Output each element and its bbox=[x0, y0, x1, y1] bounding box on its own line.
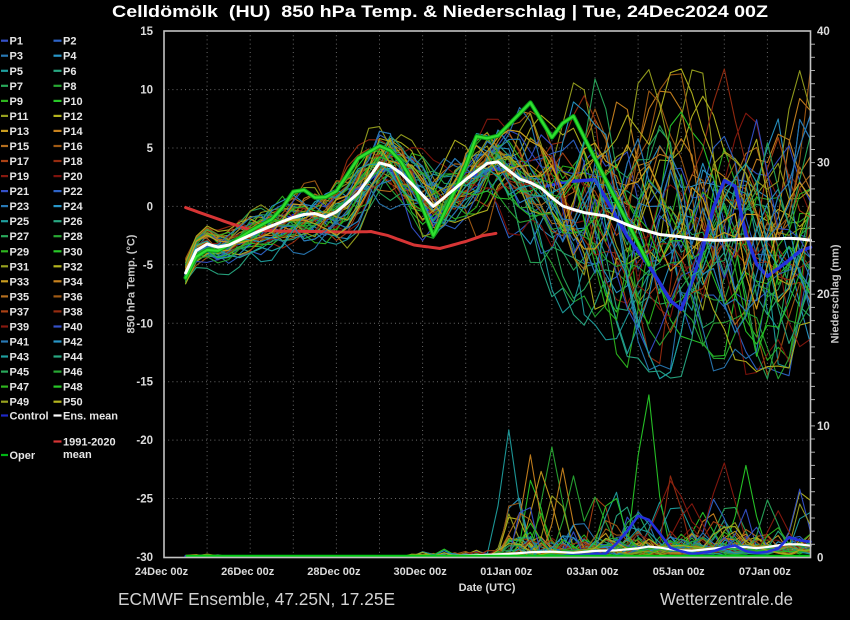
svg-text:05Jan 00z: 05Jan 00z bbox=[653, 566, 705, 578]
svg-text:-5: -5 bbox=[143, 260, 154, 272]
svg-text:P41: P41 bbox=[10, 337, 30, 349]
svg-text:P33: P33 bbox=[10, 276, 30, 288]
svg-text:P15: P15 bbox=[10, 141, 30, 153]
svg-text:Wetterzentrale.de: Wetterzentrale.de bbox=[660, 589, 793, 609]
svg-text:-30: -30 bbox=[136, 552, 153, 564]
svg-text:P1: P1 bbox=[10, 36, 23, 48]
svg-text:P50: P50 bbox=[63, 397, 83, 409]
svg-text:850 hPa Temp. (°C): 850 hPa Temp. (°C) bbox=[126, 234, 138, 333]
svg-text:P3: P3 bbox=[10, 51, 23, 63]
svg-text:10: 10 bbox=[140, 85, 153, 97]
svg-text:P13: P13 bbox=[10, 126, 30, 138]
svg-text:P24: P24 bbox=[63, 201, 83, 213]
svg-text:P38: P38 bbox=[63, 306, 83, 318]
svg-text:P8: P8 bbox=[63, 81, 76, 93]
svg-text:P22: P22 bbox=[63, 186, 83, 198]
svg-text:P27: P27 bbox=[10, 231, 30, 243]
svg-text:P42: P42 bbox=[63, 337, 83, 349]
svg-text:P10: P10 bbox=[63, 96, 83, 108]
svg-text:20: 20 bbox=[817, 289, 830, 301]
svg-text:Niederschlag (mm): Niederschlag (mm) bbox=[830, 244, 842, 343]
svg-text:mean: mean bbox=[63, 449, 92, 461]
svg-text:P19: P19 bbox=[10, 171, 30, 183]
svg-text:P5: P5 bbox=[10, 66, 23, 78]
svg-text:P2: P2 bbox=[63, 36, 76, 48]
svg-text:28Dec 00z: 28Dec 00z bbox=[307, 566, 361, 578]
svg-text:1991-2020: 1991-2020 bbox=[63, 437, 116, 449]
svg-text:03Jan 00z: 03Jan 00z bbox=[567, 566, 619, 578]
svg-text:P26: P26 bbox=[63, 216, 83, 228]
svg-text:-15: -15 bbox=[136, 377, 153, 389]
svg-text:P17: P17 bbox=[10, 156, 30, 168]
svg-text:P47: P47 bbox=[10, 382, 30, 394]
svg-text:P4: P4 bbox=[63, 51, 77, 63]
svg-text:07Jan 00z: 07Jan 00z bbox=[739, 566, 791, 578]
svg-text:-20: -20 bbox=[136, 435, 153, 447]
svg-text:26Dec 00z: 26Dec 00z bbox=[221, 566, 275, 578]
svg-text:01Jan 00z: 01Jan 00z bbox=[480, 566, 532, 578]
svg-text:P29: P29 bbox=[10, 246, 30, 258]
svg-text:0: 0 bbox=[817, 553, 823, 565]
svg-text:P18: P18 bbox=[63, 156, 83, 168]
svg-text:-10: -10 bbox=[136, 318, 153, 330]
svg-text:P35: P35 bbox=[10, 291, 30, 303]
svg-text:Ens. mean: Ens. mean bbox=[63, 411, 118, 423]
svg-text:P46: P46 bbox=[63, 367, 83, 379]
svg-text:P6: P6 bbox=[63, 66, 76, 78]
svg-text:Celldömölk (HU) 850 hPa Temp: Celldömölk (HU) 850 hPa Temp. & Niedersc… bbox=[112, 3, 768, 21]
svg-text:P21: P21 bbox=[10, 186, 30, 198]
svg-text:P7: P7 bbox=[10, 81, 23, 93]
svg-text:30Dec 00z: 30Dec 00z bbox=[393, 566, 447, 578]
svg-text:P30: P30 bbox=[63, 246, 83, 258]
svg-text:Control: Control bbox=[10, 411, 49, 423]
svg-text:Date (UTC): Date (UTC) bbox=[459, 582, 516, 594]
svg-text:P43: P43 bbox=[10, 352, 30, 364]
svg-text:P37: P37 bbox=[10, 306, 30, 318]
svg-text:P49: P49 bbox=[10, 397, 30, 409]
svg-text:5: 5 bbox=[147, 143, 154, 155]
svg-text:P28: P28 bbox=[63, 231, 83, 243]
svg-text:P34: P34 bbox=[63, 276, 83, 288]
svg-text:P20: P20 bbox=[63, 171, 83, 183]
svg-text:30: 30 bbox=[817, 158, 830, 170]
svg-text:P12: P12 bbox=[63, 111, 83, 123]
svg-text:P16: P16 bbox=[63, 141, 83, 153]
svg-text:P44: P44 bbox=[63, 352, 83, 364]
svg-text:24Dec 00z: 24Dec 00z bbox=[135, 566, 189, 578]
svg-text:P45: P45 bbox=[10, 367, 30, 379]
svg-text:10: 10 bbox=[817, 421, 830, 433]
svg-text:P40: P40 bbox=[63, 322, 83, 334]
svg-text:0: 0 bbox=[147, 201, 153, 213]
svg-text:P48: P48 bbox=[63, 382, 83, 394]
svg-text:P32: P32 bbox=[63, 261, 83, 273]
svg-text:P36: P36 bbox=[63, 291, 83, 303]
svg-text:P14: P14 bbox=[63, 126, 83, 138]
svg-text:P39: P39 bbox=[10, 322, 30, 334]
svg-text:P31: P31 bbox=[10, 261, 30, 273]
svg-text:15: 15 bbox=[140, 26, 153, 38]
svg-text:P9: P9 bbox=[10, 96, 23, 108]
svg-text:-25: -25 bbox=[136, 494, 153, 506]
svg-text:40: 40 bbox=[817, 26, 830, 38]
svg-text:Oper: Oper bbox=[10, 450, 36, 462]
svg-text:ECMWF Ensemble, 47.25N, 17.25E: ECMWF Ensemble, 47.25N, 17.25E bbox=[118, 589, 395, 609]
svg-text:P23: P23 bbox=[10, 201, 30, 213]
svg-text:P25: P25 bbox=[10, 216, 30, 228]
svg-text:P11: P11 bbox=[10, 111, 29, 123]
